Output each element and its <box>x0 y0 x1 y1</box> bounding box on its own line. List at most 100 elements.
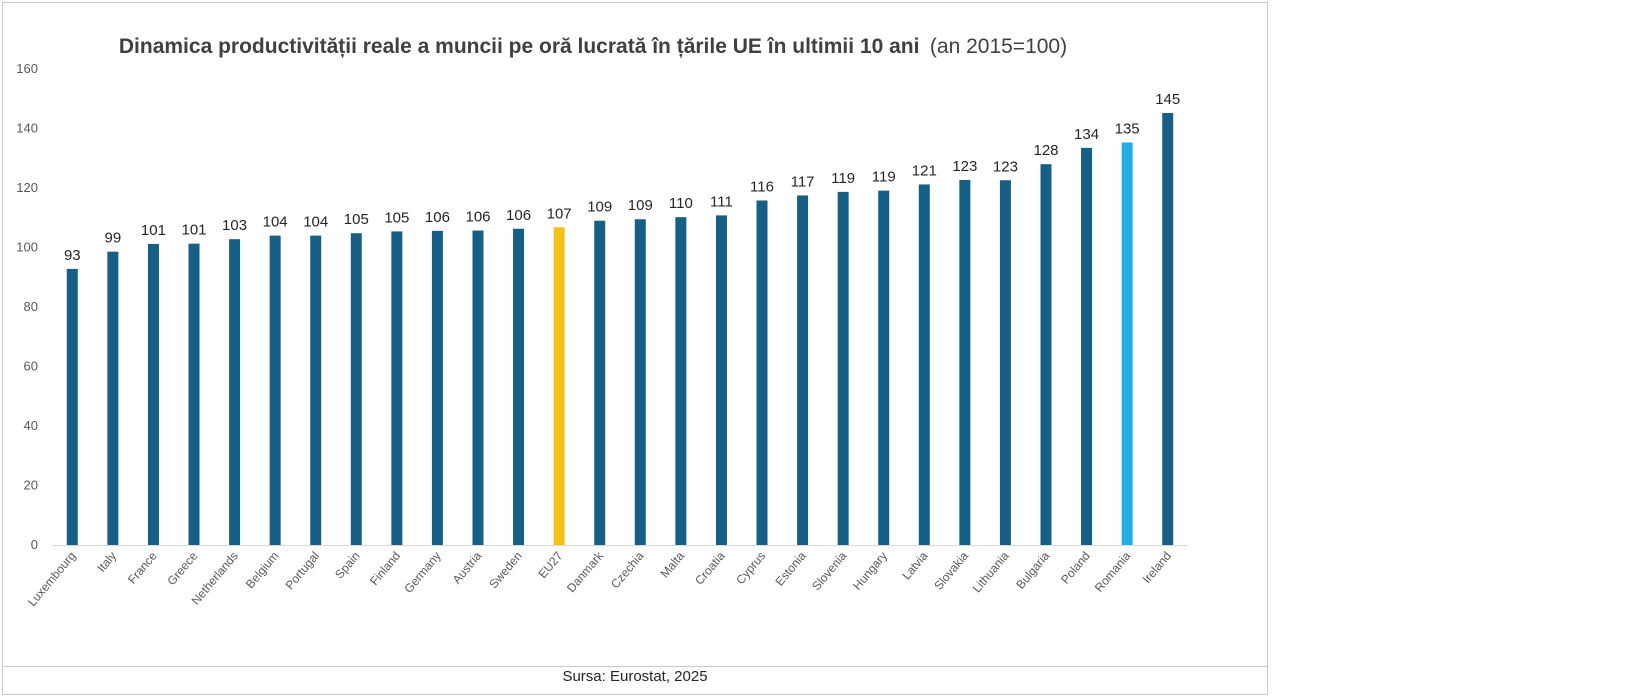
x-tick-label-italy: Italy <box>94 549 119 575</box>
bar-slovakia <box>959 179 971 545</box>
data-label-slovakia: 123 <box>952 158 977 175</box>
bar-belgium <box>269 235 281 545</box>
x-tick-label-bulgaria: Bulgaria <box>1013 549 1052 592</box>
bar-austria <box>472 230 484 546</box>
y-tick-label: 20 <box>24 478 38 493</box>
data-label-croatia: 111 <box>710 193 733 210</box>
data-label-poland: 134 <box>1074 126 1099 143</box>
bar-sweden <box>513 228 525 545</box>
data-label-danmark: 109 <box>587 199 612 216</box>
x-tick-label-luxembourg: Luxembourg <box>25 549 79 609</box>
bar-poland <box>1081 147 1093 545</box>
x-tick-label-malta: Malta <box>658 549 688 581</box>
x-tick-label-cyprus: Cyprus <box>733 549 768 587</box>
y-tick-label: 40 <box>24 418 38 433</box>
x-tick-label-spain: Spain <box>332 549 362 582</box>
data-label-portugal: 104 <box>303 214 328 231</box>
data-labels: 93 99 101 101 103 104 104 105 105 106 106 106 107 109… <box>64 91 1180 264</box>
x-tick-label-latvia: Latvia <box>899 549 931 583</box>
bar-hungary <box>878 190 890 546</box>
data-label-romania: 135 <box>1115 120 1140 137</box>
data-label-malta: 110 <box>669 195 693 212</box>
y-tick-label: 0 <box>31 537 38 552</box>
x-tick-label-czechia: Czechia <box>608 549 647 591</box>
chart-title: Dinamica productivității reale a muncii … <box>119 35 1067 58</box>
bar-finland <box>391 231 403 545</box>
data-label-belgium: 104 <box>263 214 288 231</box>
x-tick-label-romania: Romania <box>1092 549 1134 595</box>
data-label-latvia: 121 <box>912 162 937 179</box>
data-label-luxembourg: 93 <box>64 247 81 264</box>
x-tick-label-slovenia: Slovenia <box>809 549 850 594</box>
data-label-hungary: 119 <box>872 169 896 186</box>
bar-ireland <box>1162 113 1174 545</box>
x-tick-label-poland: Poland <box>1058 549 1093 587</box>
bars <box>66 113 1174 546</box>
data-label-ireland: 145 <box>1155 91 1180 108</box>
data-label-austria: 106 <box>465 209 490 226</box>
source-note: Sursa: Eurostat, 2025 <box>562 668 708 685</box>
bar-luxembourg <box>66 268 78 545</box>
bar-slovenia <box>837 191 849 545</box>
data-label-estonia: 117 <box>791 173 815 190</box>
x-tick-label-danmark: Danmark <box>564 548 607 595</box>
x-tick-label-ireland: Ireland <box>1140 549 1174 586</box>
data-label-czechia: 109 <box>628 197 653 214</box>
data-label-slovenia: 119 <box>831 170 855 187</box>
y-tick-label: 60 <box>24 359 38 374</box>
x-tick-label-estonia: Estonia <box>772 549 809 589</box>
x-tick-label-austria: Austria <box>450 549 485 587</box>
data-label-france: 101 <box>141 222 166 239</box>
data-label-eu27: 107 <box>547 205 572 222</box>
data-label-italy: 99 <box>105 230 122 247</box>
bar-malta <box>675 217 687 545</box>
bar-latvia <box>918 184 930 545</box>
bar-cyprus <box>756 200 768 545</box>
bar-spain <box>350 233 362 545</box>
y-tick-label: 80 <box>24 299 38 314</box>
bar-lithuania <box>999 180 1011 545</box>
y-tick-label: 160 <box>16 61 38 76</box>
bar-estonia <box>797 195 809 545</box>
y-tick-label: 100 <box>16 240 38 255</box>
x-tick-label-sweden: Sweden <box>486 549 525 591</box>
x-tick-label-eu27: EU27 <box>535 549 565 581</box>
chart-title-main: Dinamica productivității reale a muncii … <box>119 35 920 58</box>
bar-czechia <box>634 219 646 546</box>
x-tick-label-hungary: Hungary <box>850 549 890 593</box>
data-label-netherlands: 103 <box>222 217 247 234</box>
bar-france <box>147 243 159 545</box>
data-label-sweden: 106 <box>506 207 531 224</box>
x-tick-label-greece: Greece <box>164 549 200 588</box>
x-tick-label-germany: Germany <box>401 549 443 596</box>
x-tick-label-lithuania: Lithuania <box>970 549 1012 596</box>
data-label-finland: 105 <box>384 209 409 226</box>
bar-bulgaria <box>1040 164 1052 545</box>
data-label-germany: 106 <box>425 209 450 226</box>
y-tick-label: 120 <box>16 180 38 195</box>
y-axis: 0 20 40 60 80 100 120 140 160 <box>16 61 38 552</box>
data-label-bulgaria: 128 <box>1033 142 1058 159</box>
data-label-lithuania: 123 <box>993 158 1018 175</box>
bar-eu27 <box>553 227 565 545</box>
x-tick-label-france: France <box>125 549 160 587</box>
bar-netherlands <box>229 239 241 546</box>
data-label-greece: 101 <box>181 222 206 239</box>
x-tick-label-croatia: Croatia <box>692 549 728 588</box>
data-label-cyprus: 116 <box>750 178 774 195</box>
bar-italy <box>107 251 119 546</box>
bar-germany <box>431 230 443 545</box>
bar-danmark <box>594 220 606 545</box>
y-tick-label: 140 <box>16 121 38 136</box>
bar-chart: Dinamica productivității reale a muncii … <box>16 35 1188 609</box>
bar-romania <box>1121 142 1133 546</box>
chart-title-subtitle: (an 2015=100) <box>930 35 1067 58</box>
bar-greece <box>188 243 200 545</box>
x-tick-label-portugal: Portugal <box>283 549 322 592</box>
x-tick-label-belgium: Belgium <box>243 549 282 591</box>
data-label-spain: 105 <box>344 211 369 228</box>
x-tick-label-slovakia: Slovakia <box>931 549 971 593</box>
x-tick-label-finland: Finland <box>367 549 403 588</box>
bar-portugal <box>310 235 322 545</box>
